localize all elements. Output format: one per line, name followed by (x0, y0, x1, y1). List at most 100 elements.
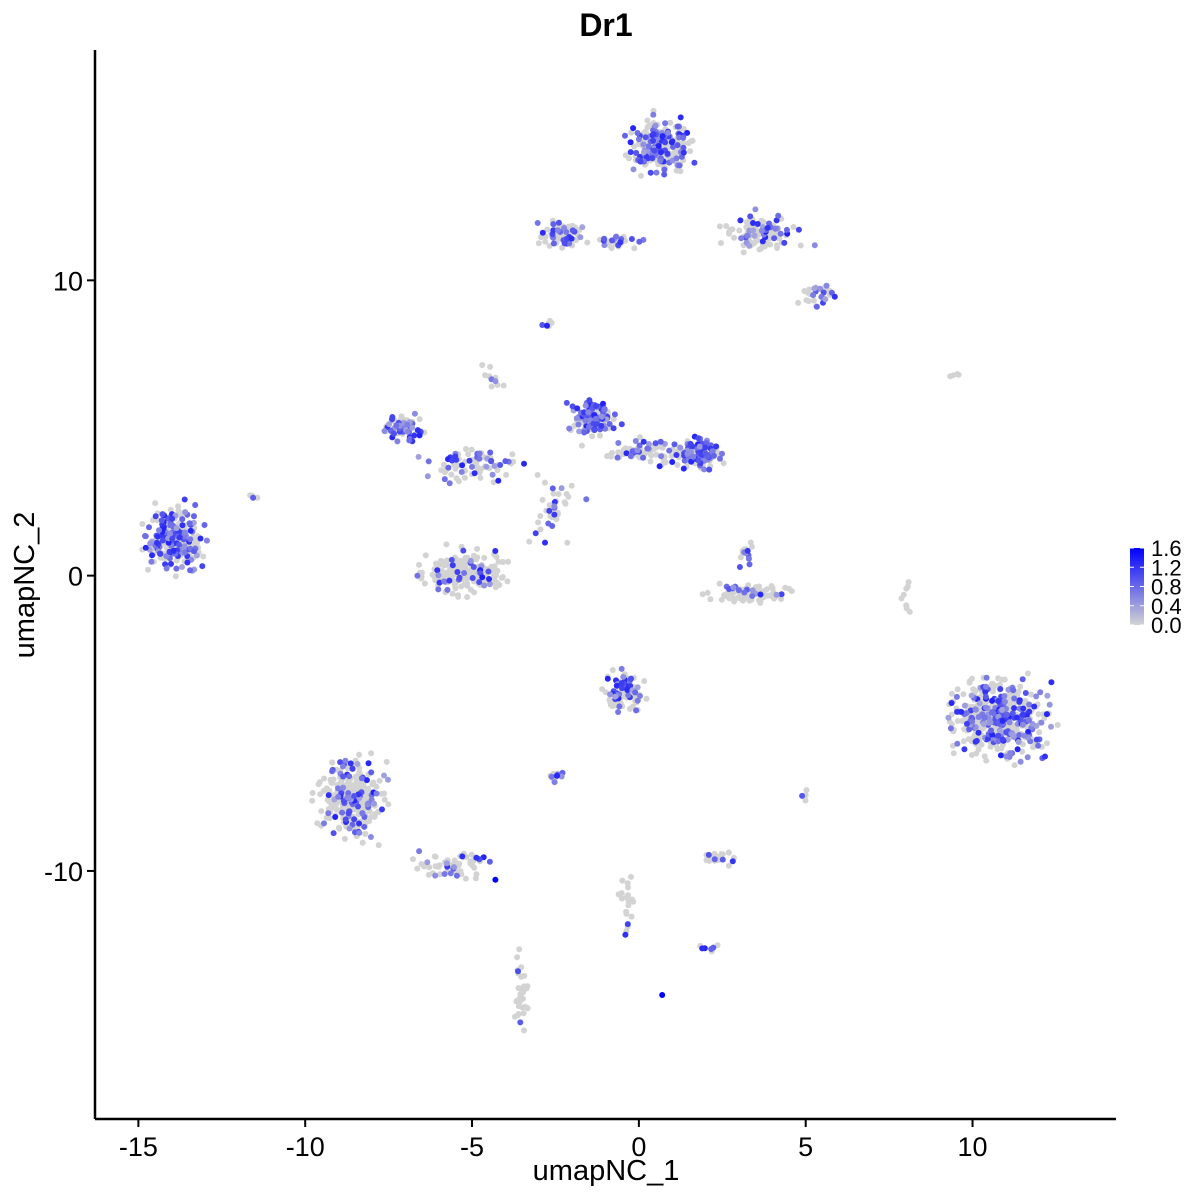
cell-point (625, 692, 632, 699)
cell-point (690, 453, 697, 460)
cell-point (1011, 705, 1018, 712)
cell-point (674, 142, 681, 149)
cell-point (469, 463, 475, 470)
cell-point (581, 409, 588, 416)
cell-point (335, 824, 342, 831)
cell-point (1038, 719, 1045, 726)
cell-point (371, 800, 377, 807)
cell-point (666, 447, 673, 454)
cell-point (598, 413, 605, 420)
cell-point (385, 801, 392, 808)
cell-point (647, 169, 654, 176)
cell-point (635, 136, 642, 143)
cell-point (509, 451, 516, 458)
cell-point (166, 530, 173, 537)
cell-point (486, 581, 493, 588)
cell-point (147, 540, 154, 547)
cell-point (550, 490, 557, 497)
cell-point (335, 785, 341, 792)
cell-point (544, 226, 551, 233)
cell-point (145, 566, 151, 573)
cell-point (436, 579, 443, 586)
cell-point (737, 554, 744, 561)
cell-point (346, 795, 352, 802)
cell-point (156, 527, 162, 534)
cell-point (696, 443, 703, 450)
cell-point (744, 547, 751, 554)
cell-point (617, 239, 624, 246)
cell-point (969, 675, 975, 682)
cell-point (329, 759, 336, 766)
cell-point (622, 931, 629, 938)
cell-point (597, 432, 603, 439)
cell-point (593, 403, 600, 409)
cell-point (702, 444, 709, 451)
cell-point (662, 139, 669, 146)
cell-point (644, 445, 651, 452)
cell-point (953, 693, 960, 700)
cell-point (550, 221, 557, 228)
cell-point (340, 763, 346, 770)
cell-point (973, 737, 980, 744)
cell-point (459, 462, 466, 469)
cell-point (514, 954, 521, 961)
cell-point (451, 864, 457, 871)
cell-point (606, 696, 613, 703)
cell-point (989, 697, 996, 704)
cell-point (532, 530, 539, 537)
cell-point (671, 441, 678, 448)
cell-point (717, 455, 723, 462)
cell-point (632, 438, 639, 444)
cell-point (573, 237, 580, 243)
cell-point (356, 820, 362, 827)
cell-point (1019, 721, 1026, 728)
cell-point (981, 753, 988, 760)
cell-point (750, 227, 757, 234)
cell-point (640, 454, 647, 461)
cell-point (325, 806, 332, 812)
cell-point (467, 558, 474, 564)
cell-point (309, 797, 316, 804)
cell-point (360, 783, 367, 789)
cell-point (435, 586, 442, 593)
cell-point (449, 562, 456, 569)
cell-point (1025, 728, 1032, 735)
cell-point (561, 240, 568, 247)
cell-point (555, 491, 562, 498)
cell-point (378, 790, 385, 797)
cell-point (481, 582, 488, 589)
cell-point (1030, 744, 1036, 751)
cell-point (659, 133, 666, 140)
cell-point (569, 403, 576, 410)
cell-point (744, 232, 751, 239)
cell-point (634, 447, 641, 454)
cell-point (1015, 739, 1022, 745)
cell-point (759, 238, 766, 245)
cell-point (451, 857, 458, 864)
cell-point (624, 687, 631, 693)
cell-point (452, 465, 459, 472)
cell-point (990, 710, 997, 717)
cell-point (631, 143, 638, 150)
cell-point (487, 363, 494, 370)
cell-point (999, 717, 1006, 724)
cell-point (606, 421, 613, 427)
cell-point (539, 322, 546, 328)
cell-point (586, 397, 593, 404)
cell-point (497, 462, 504, 468)
cell-point (658, 453, 665, 460)
cell-point (648, 452, 655, 459)
cell-point (1035, 711, 1042, 718)
cell-point (163, 565, 170, 572)
cell-point (601, 242, 608, 249)
cell-point (411, 432, 418, 439)
cell-point (975, 729, 982, 736)
cell-point (504, 578, 511, 585)
cell-point (573, 415, 580, 422)
cell-point (422, 552, 429, 559)
cell-point (708, 946, 715, 952)
cell-point (579, 224, 586, 231)
cell-point (775, 212, 782, 219)
cell-point (669, 459, 676, 465)
cell-point (566, 240, 573, 247)
